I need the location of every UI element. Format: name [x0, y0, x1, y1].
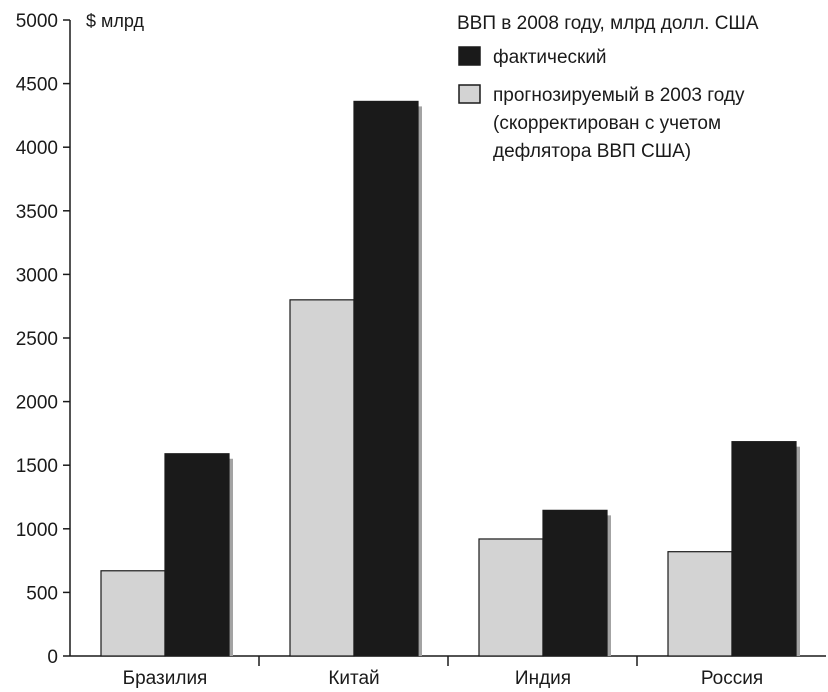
y-tick-label: 2500: [16, 329, 58, 350]
x-category-label: Россия: [701, 668, 763, 689]
bar: [731, 441, 797, 657]
legend-entry-label: (скорректирован с учетом: [493, 113, 721, 134]
y-tick-label: 2000: [16, 393, 58, 414]
bars: Бразилия Китай Индия Россия: [100, 100, 800, 689]
legend-swatch: [458, 46, 481, 66]
y-tick-label: 1000: [16, 520, 58, 541]
y-tick-label: 1500: [16, 456, 58, 477]
legend-title: ВВП в 2008 году, млрд долл. США: [457, 13, 759, 34]
y-tick-label: 0: [47, 647, 58, 668]
legend-entry-label: дефлятора ВВП США): [493, 141, 691, 162]
axes: 0 500 1000 1500 2000 2500 3000 3500 4000 4500 5000: [16, 11, 826, 668]
bar: [542, 509, 608, 657]
bar: [289, 299, 355, 657]
legend: ВВП в 2008 году, млрд долл. США фактичес…: [457, 13, 759, 162]
y-tick-label: 500: [26, 583, 58, 604]
legend-entry-label: прогнозируемый в 2003 году: [493, 85, 745, 106]
y-axis-unit-label: $ млрд: [86, 11, 144, 31]
bar: [478, 538, 544, 657]
bar: [100, 570, 166, 657]
y-tick-label: 4000: [16, 138, 58, 159]
x-category-label: Индия: [515, 668, 571, 689]
y-tick-label: 5000: [16, 11, 58, 32]
legend-swatch: [458, 84, 481, 104]
y-tick-label: 4500: [16, 75, 58, 96]
y-tick-label: 3500: [16, 202, 58, 223]
bar: [164, 453, 230, 657]
y-tick-label: 3000: [16, 265, 58, 286]
bar: [667, 551, 733, 657]
legend-entry-label: фактический: [493, 47, 607, 68]
x-category-label: Бразилия: [123, 668, 208, 689]
x-category-label: Китай: [328, 668, 379, 689]
bar: [353, 100, 419, 657]
